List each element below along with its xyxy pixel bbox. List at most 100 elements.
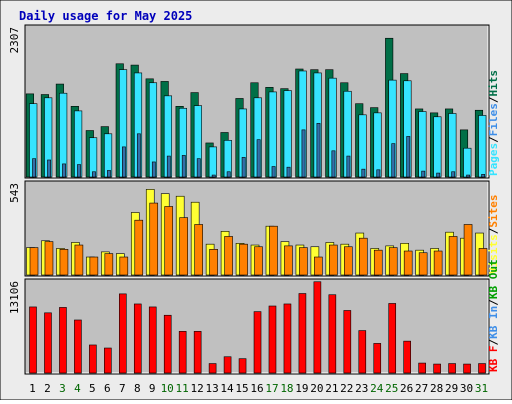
top-panel-legend-item-3: / [487, 96, 500, 103]
top-panel-legend-item-4: Hits [487, 70, 500, 97]
day-label: 14 [220, 382, 234, 395]
sites-bar [74, 244, 84, 276]
day-label: 13 [205, 382, 218, 395]
files-bar [448, 113, 457, 178]
kb-f-bar [283, 303, 292, 374]
sites-bar [254, 246, 263, 276]
sites-bar [344, 246, 353, 276]
kb-f-bar [253, 311, 262, 374]
kb-f-bar [358, 330, 367, 374]
kb-f-bar [89, 344, 97, 374]
sites-bar [59, 249, 69, 276]
kb-f-bar [208, 363, 217, 374]
sites-bar [388, 247, 398, 276]
top-panel-legend: Pages/Files/Hits [487, 70, 500, 176]
day-label: 31 [475, 382, 488, 395]
sites-bar [418, 252, 428, 276]
day-label: 27 [415, 382, 428, 395]
files-bar [418, 111, 427, 178]
middle-panel: 543 Visits/Sites [8, 180, 500, 277]
chart-title: Daily usage for May 2025 [19, 9, 192, 23]
middle-panel-legend-item-1: / [487, 227, 500, 234]
pages-bar [466, 174, 471, 178]
day-label: 10 [161, 382, 174, 395]
day-label: 4 [74, 382, 81, 395]
sites-bar [448, 236, 458, 276]
pages-bar [421, 170, 426, 178]
pages-bar [47, 159, 51, 178]
day-label: 29 [445, 382, 458, 395]
files-bar [478, 115, 487, 178]
kb-f-bar [44, 312, 52, 374]
day-label: 28 [430, 382, 443, 395]
pages-bar [196, 158, 201, 178]
kb-f-bar [163, 314, 172, 374]
kb-f-bar [178, 331, 187, 374]
kb-f-bar [223, 356, 232, 374]
pages-bar [62, 163, 66, 178]
pages-bar [226, 171, 231, 178]
kb-f-bar [119, 293, 127, 374]
kb-f-bar [148, 306, 157, 374]
pages-bar [181, 155, 186, 178]
sites-bar [433, 250, 443, 276]
pages-bar [406, 136, 411, 178]
day-label: 17 [265, 382, 278, 395]
sites-bar [134, 219, 144, 276]
bottom-panel-legend-item-2: KB In [487, 306, 500, 339]
day-label: 2 [44, 382, 51, 395]
sites-bar [209, 249, 218, 276]
pages-bar [166, 155, 171, 178]
kb-f-bar [238, 358, 247, 374]
day-label: 21 [325, 382, 338, 395]
day-label: 12 [191, 382, 204, 395]
kb-f-bar [463, 363, 471, 374]
pages-bar [436, 172, 441, 178]
pages-bar [361, 168, 366, 178]
kb-f-bar [193, 331, 202, 374]
files-bar [373, 112, 382, 178]
top-panel-max-label: 2307 [8, 27, 21, 54]
day-label: 7 [119, 382, 126, 395]
pages-bar [107, 170, 111, 178]
day-label: 5 [89, 382, 96, 395]
files-bar [268, 91, 277, 178]
sites-bar [403, 250, 413, 276]
bottom-panel-legend-item-4: KB Out [487, 259, 500, 299]
sites-bar [104, 253, 114, 276]
bottom-panel-legend-item-3: / [487, 299, 500, 306]
kb-f-bar [59, 307, 67, 374]
kb-f-bar [418, 362, 426, 374]
sites-bar [164, 206, 174, 276]
sites-bar [478, 248, 488, 276]
pages-bar [32, 158, 37, 178]
pages-bar [391, 143, 396, 178]
middle-panel-legend-item-2: Sites [487, 195, 500, 228]
pages-bar [271, 166, 276, 178]
day-label: 22 [340, 382, 353, 395]
sites-bar [194, 224, 203, 276]
kb-f-bar [373, 343, 382, 374]
day-label: 26 [400, 382, 413, 395]
pages-bar [77, 164, 81, 178]
kb-f-bar [343, 310, 352, 374]
bottom-panel-legend-item-1: / [487, 339, 500, 346]
day-label: 6 [104, 382, 111, 395]
sites-bar [269, 225, 278, 276]
bottom-panel-max-label: 13106 [8, 281, 21, 314]
pages-bar [211, 174, 216, 178]
pages-bar [331, 150, 336, 178]
kb-f-bar [433, 363, 441, 374]
day-label: 3 [59, 382, 66, 395]
sites-bar [358, 237, 368, 276]
files-bar [89, 137, 98, 178]
top-panel: 2307 Pages/Files/Hits [8, 24, 500, 179]
day-label: 1 [29, 382, 36, 395]
day-label: 8 [134, 382, 141, 395]
kb-f-bar [29, 306, 37, 374]
day-label: 9 [149, 382, 156, 395]
pages-bar [481, 174, 486, 178]
